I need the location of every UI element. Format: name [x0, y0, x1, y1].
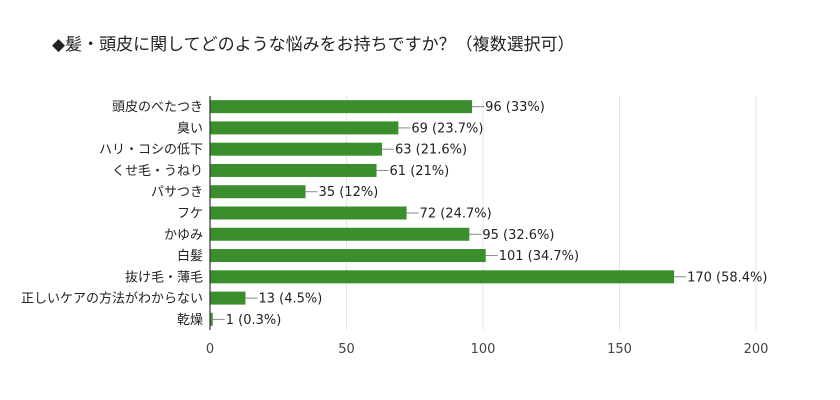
bar: [210, 100, 473, 114]
bar: [210, 163, 377, 177]
data-label: 170 (58.4%): [687, 270, 767, 285]
data-label: 63 (21.6%): [395, 143, 467, 158]
category-label: ハリ・コシの低下: [99, 143, 203, 158]
bar: [210, 142, 382, 156]
category-label: 正しいケアの方法がわからない: [21, 291, 203, 307]
data-label: 96 (33%): [485, 100, 545, 115]
bar: [210, 227, 470, 241]
data-label: 13 (4.5%): [258, 292, 322, 307]
bar: [210, 291, 246, 305]
category-label: パサつき: [151, 185, 203, 200]
data-label: 95 (32.6%): [482, 228, 554, 243]
bar: [210, 185, 306, 199]
bar: [210, 270, 675, 284]
x-tick-label: 50: [338, 342, 355, 357]
data-label: 69 (23.7%): [411, 121, 483, 136]
bar: [210, 121, 399, 135]
x-tick-label: 100: [471, 342, 496, 357]
x-tick-label: 200: [744, 342, 769, 357]
category-label: かゆみ: [164, 228, 203, 243]
category-label: フケ: [177, 207, 203, 222]
bar: [210, 206, 407, 220]
x-tick-label: 150: [607, 342, 632, 357]
category-label: 臭い: [177, 121, 203, 136]
bar: [210, 312, 213, 326]
data-label: 1 (0.3%): [226, 313, 282, 328]
chart-title: ◆髪・頭皮に関してどのような悩みをお持ちですか？（複数選択可）: [52, 35, 575, 55]
data-label: 35 (12%): [319, 185, 379, 200]
category-label: くせ毛・うねり: [112, 164, 203, 179]
data-label: 101 (34.7%): [499, 249, 579, 264]
category-label: 抜け毛・薄毛: [125, 269, 203, 285]
bar: [210, 249, 486, 263]
data-label: 72 (24.7%): [420, 207, 492, 222]
x-tick-label: 0: [206, 342, 214, 357]
category-label: 頭皮のべたつき: [112, 100, 203, 115]
category-label: 白髪: [177, 248, 203, 264]
category-label: 乾燥: [177, 313, 203, 328]
data-label: 61 (21%): [390, 164, 450, 179]
